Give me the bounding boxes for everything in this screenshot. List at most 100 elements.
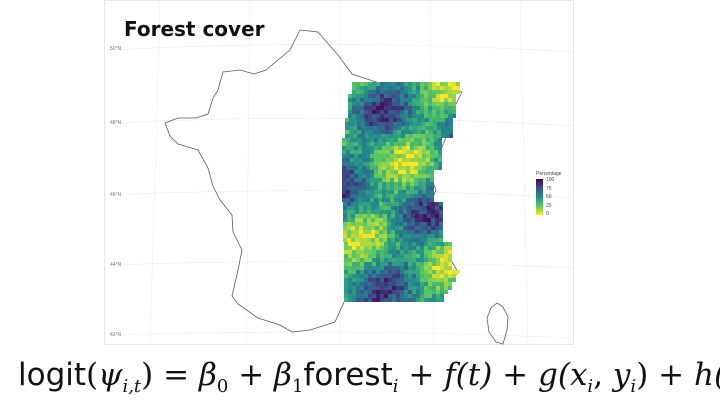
raster-cell [426,194,430,198]
raster-cell [407,238,411,242]
raster-cell [388,102,392,106]
raster-cell [390,174,394,178]
raster-cell [432,250,436,254]
raster-cell [415,206,419,210]
raster-cell [392,114,396,118]
raster-cell [432,274,436,278]
raster-cell [390,194,394,198]
raster-cell [353,126,357,130]
raster-cell [383,222,387,226]
raster-cell [423,218,427,222]
raster-cell [401,130,405,134]
raster-cell [387,214,391,218]
raster-cell [377,126,381,130]
raster-cell [440,266,444,270]
raster-cell [355,226,359,230]
raster-cell [348,98,352,102]
raster-cell [348,282,352,286]
raster-cell [348,106,352,110]
raster-cell [448,282,452,286]
raster-cell [393,134,397,138]
raster-cell [430,150,434,154]
raster-cell [352,94,356,98]
raster-cell [360,266,364,270]
raster-cell [412,86,416,90]
raster-cell [390,170,394,174]
raster-cell [390,146,394,150]
raster-cell [368,282,372,286]
raster-cell [406,174,410,178]
raster-cell [361,130,365,134]
raster-cell [444,90,448,94]
raster-cell [346,138,350,142]
raster-cell [440,86,444,90]
raster-cell [381,130,385,134]
raster-cell [353,134,357,138]
raster-cell [409,122,413,126]
raster-cell [352,98,356,102]
raster-cell [430,142,434,146]
raster-cell [416,278,420,282]
raster-cell [368,242,372,246]
raster-cell [395,214,399,218]
raster-cell [439,226,443,230]
raster-cell [410,186,414,190]
raster-cell [395,226,399,230]
raster-cell [358,166,362,170]
raster-cell [402,158,406,162]
raster-cell [405,126,409,130]
raster-cell [342,182,346,186]
raster-cell [357,126,361,130]
raster-cell [416,286,420,290]
raster-cell [394,186,398,190]
raster-cell [410,182,414,186]
raster-cell [366,146,370,150]
raster-cell [436,110,440,114]
raster-cell [422,162,426,166]
raster-cell [392,94,396,98]
raster-cell [395,206,399,210]
raster-cell [382,194,386,198]
raster-cell [398,142,402,146]
raster-cell [408,114,412,118]
raster-cell [419,210,423,214]
raster-cell [420,242,424,246]
raster-cell [424,286,428,290]
raster-cell [404,90,408,94]
raster-cell [368,270,372,274]
raster-cell [440,114,444,118]
raster-cell [376,86,380,90]
raster-cell [382,150,386,154]
raster-cell [356,246,360,250]
raster-cell [368,86,372,90]
raster-cell [444,110,448,114]
raster-cell [364,270,368,274]
raster-cell [382,146,386,150]
raster-cell [350,170,354,174]
raster-cell [392,266,396,270]
raster-cell [437,134,441,138]
raster-cell [344,242,348,246]
raster-cell [422,142,426,146]
raster-cell [356,254,360,258]
raster-cell [395,218,399,222]
raster-cell [425,126,429,130]
raster-cell [440,258,444,262]
raster-cell [367,214,371,218]
raster-cell [366,138,370,142]
raster-cell [398,182,402,186]
raster-cell [398,190,402,194]
raster-cell [431,218,435,222]
raster-cell [366,190,370,194]
raster-cell [375,214,379,218]
raster-cell [410,166,414,170]
raster-cell [420,102,424,106]
raster-cell [396,262,400,266]
raster-cell [383,214,387,218]
raster-cell [393,126,397,130]
raster-cell [399,206,403,210]
raster-cell [412,298,416,302]
raster-cell [420,266,424,270]
raster-cell [351,214,355,218]
raster-cell [412,246,416,250]
